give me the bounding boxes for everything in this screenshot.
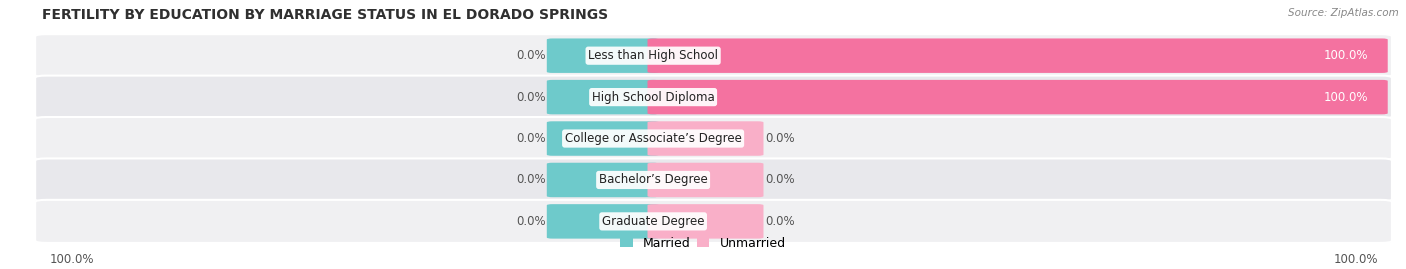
FancyBboxPatch shape [648, 204, 763, 239]
Text: 0.0%: 0.0% [765, 215, 794, 228]
Text: Graduate Degree: Graduate Degree [602, 215, 704, 228]
FancyBboxPatch shape [547, 121, 659, 156]
FancyBboxPatch shape [35, 117, 1392, 160]
FancyBboxPatch shape [648, 121, 763, 156]
Text: 100.0%: 100.0% [49, 253, 94, 266]
FancyBboxPatch shape [547, 38, 659, 73]
Text: 100.0%: 100.0% [1323, 49, 1368, 62]
Text: High School Diploma: High School Diploma [592, 91, 714, 104]
FancyBboxPatch shape [547, 204, 659, 239]
Text: 0.0%: 0.0% [765, 174, 794, 186]
FancyBboxPatch shape [35, 34, 1392, 77]
Text: 0.0%: 0.0% [516, 174, 546, 186]
FancyBboxPatch shape [547, 163, 659, 197]
Text: 0.0%: 0.0% [516, 132, 546, 145]
Text: College or Associate’s Degree: College or Associate’s Degree [565, 132, 741, 145]
Text: 100.0%: 100.0% [1333, 253, 1378, 266]
FancyBboxPatch shape [648, 38, 1388, 73]
FancyBboxPatch shape [35, 76, 1392, 119]
Text: Source: ZipAtlas.com: Source: ZipAtlas.com [1288, 8, 1399, 18]
Text: Less than High School: Less than High School [588, 49, 718, 62]
Text: FERTILITY BY EDUCATION BY MARRIAGE STATUS IN EL DORADO SPRINGS: FERTILITY BY EDUCATION BY MARRIAGE STATU… [42, 8, 609, 22]
FancyBboxPatch shape [547, 80, 659, 114]
FancyBboxPatch shape [648, 163, 763, 197]
Text: 0.0%: 0.0% [516, 91, 546, 104]
Text: 100.0%: 100.0% [1323, 91, 1368, 104]
Text: 0.0%: 0.0% [765, 132, 794, 145]
Text: 0.0%: 0.0% [516, 215, 546, 228]
FancyBboxPatch shape [648, 80, 1388, 114]
Text: 0.0%: 0.0% [516, 49, 546, 62]
FancyBboxPatch shape [35, 200, 1392, 243]
Text: Bachelor’s Degree: Bachelor’s Degree [599, 174, 707, 186]
Legend: Married, Unmarried: Married, Unmarried [616, 232, 790, 255]
FancyBboxPatch shape [35, 158, 1392, 201]
